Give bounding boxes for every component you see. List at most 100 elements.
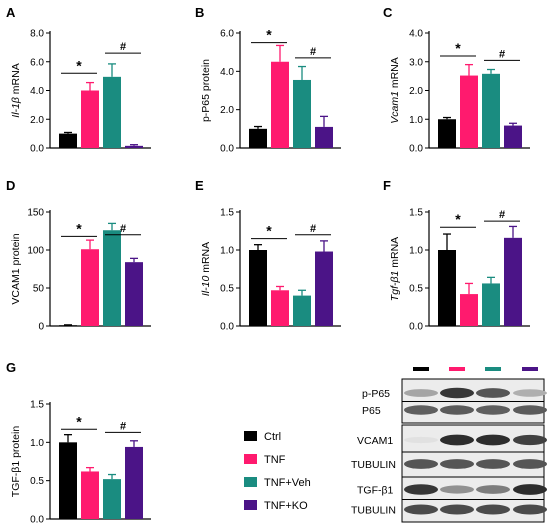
y-tick-label: 0.0 <box>220 144 234 155</box>
bar <box>271 290 289 326</box>
y-axis-label-gene: Vcam1 <box>389 91 401 124</box>
western-blot: p-P65 P65 VCAM1 TUBULIN TGF-β1 TUBULIN <box>351 367 547 523</box>
blot-band <box>476 504 510 515</box>
sig-mark: # <box>120 41 126 53</box>
y-tick-label: 1.5 <box>220 208 234 219</box>
y-tick-label: 6.0 <box>30 57 44 68</box>
panel-letter: F <box>383 178 391 193</box>
panel-letter: C <box>383 5 393 20</box>
bar <box>81 90 99 148</box>
bar <box>271 61 289 148</box>
blot-row-label: p-P65 <box>362 388 390 400</box>
panel-letter: E <box>195 178 204 193</box>
blot-band <box>440 485 474 494</box>
y-tick-label: 0.0 <box>30 515 44 526</box>
blot-band <box>476 459 510 469</box>
lane-color-marker <box>485 367 501 371</box>
y-tick-label: 0.5 <box>409 284 423 295</box>
bar <box>125 262 143 326</box>
blot-band <box>404 459 438 469</box>
blot-band <box>404 504 438 515</box>
bar <box>504 125 522 148</box>
blot-band <box>404 389 438 397</box>
panel-c: C 0.0 1.0 2.0 3.0 4.0 Vcam1 mRNA * # <box>383 5 530 155</box>
bar <box>103 230 121 326</box>
blot-band <box>440 387 474 399</box>
y-axis-label: TGF-β1 protein <box>10 426 22 498</box>
bar <box>103 479 121 519</box>
bar <box>438 250 456 326</box>
panel-f: F 0.0 0.5 1.0 1.5 Tgf-β1 mRNA * # <box>383 178 530 333</box>
blot-band <box>440 504 474 515</box>
bar <box>460 75 478 148</box>
blot-band <box>404 405 438 415</box>
panel-letter: A <box>6 5 16 20</box>
bar <box>59 325 77 327</box>
sig-mark: # <box>499 209 505 221</box>
panel-letter: D <box>6 178 15 193</box>
blot-band <box>513 459 547 469</box>
y-tick-label: 1.0 <box>409 246 423 257</box>
y-tick-label: 6.0 <box>220 29 234 40</box>
blot-band <box>404 484 438 495</box>
sig-mark: # <box>120 420 126 432</box>
y-tick-label: 2.0 <box>30 115 44 126</box>
blot-band <box>476 388 510 398</box>
bar <box>315 251 333 326</box>
sig-mark: # <box>499 48 505 60</box>
y-tick-label: 4.0 <box>30 86 44 97</box>
y-axis-label-unit: mRNA <box>389 57 401 91</box>
y-axis-label: Il-1β mRNA <box>10 63 22 117</box>
blot-row-label: TUBULIN <box>351 459 396 471</box>
y-tick-label: 1.0 <box>409 115 423 126</box>
legend-swatch <box>244 500 257 510</box>
y-axis-label-gene: Tgf-β1 <box>389 271 401 302</box>
y-axis-label: Tgf-β1 mRNA <box>389 237 401 301</box>
panel-letter: B <box>195 5 204 20</box>
y-tick-label: 1.0 <box>220 246 234 257</box>
sig-mark: * <box>76 57 82 73</box>
panel-e: E 0.0 0.5 1.0 1.5 Il-10 mRNA * # <box>195 178 341 333</box>
panel-a: A 0.0 2.0 4.0 6.0 8.0 Il-1β mRNA * # <box>6 5 151 155</box>
y-tick-label: 1.5 <box>409 208 423 219</box>
sig-mark: * <box>455 40 461 56</box>
y-tick-label: 1.0 <box>30 438 44 449</box>
blot-row-label: TGF-β1 <box>357 485 394 497</box>
bar <box>438 119 456 148</box>
blot-band <box>513 434 547 446</box>
bar <box>293 295 311 326</box>
sig-mark: * <box>266 223 272 239</box>
panel-letter: G <box>6 360 16 375</box>
blot-row-label: VCAM1 <box>357 435 393 447</box>
legend-swatch <box>244 431 257 441</box>
bar <box>125 145 143 148</box>
y-tick-label: 4.0 <box>409 29 423 40</box>
bar <box>59 133 77 148</box>
blot-band <box>440 405 474 415</box>
y-axis-label-unit: mRNA <box>10 63 22 97</box>
sig-mark: # <box>310 46 316 58</box>
legend-label: TNF <box>264 454 286 466</box>
y-tick-label: 0 <box>38 322 44 333</box>
blot-band <box>440 434 474 446</box>
bar <box>249 250 267 326</box>
y-tick-label: 1.5 <box>30 400 44 411</box>
y-tick-label: 0.0 <box>409 322 423 333</box>
y-axis-label: Il-10 mRNA <box>200 242 212 296</box>
sig-mark: # <box>120 223 126 235</box>
y-axis-label-gene: Il-10 <box>200 276 212 297</box>
bar <box>103 76 121 148</box>
blot-band <box>476 485 510 494</box>
panel-b: B 0.0 2.0 4.0 6.0 p-P65 protein * # <box>195 5 341 155</box>
blot-band <box>513 484 547 495</box>
sig-mark: * <box>266 27 272 43</box>
lane-color-marker <box>413 367 429 371</box>
y-tick-label: 0.5 <box>30 476 44 487</box>
bar <box>460 294 478 326</box>
sig-mark: * <box>76 220 82 236</box>
y-tick-label: 3.0 <box>409 57 423 68</box>
blot-band <box>513 405 547 415</box>
blot-band <box>476 405 510 415</box>
y-tick-label: 150 <box>27 208 44 219</box>
y-tick-label: 2.0 <box>220 105 234 116</box>
